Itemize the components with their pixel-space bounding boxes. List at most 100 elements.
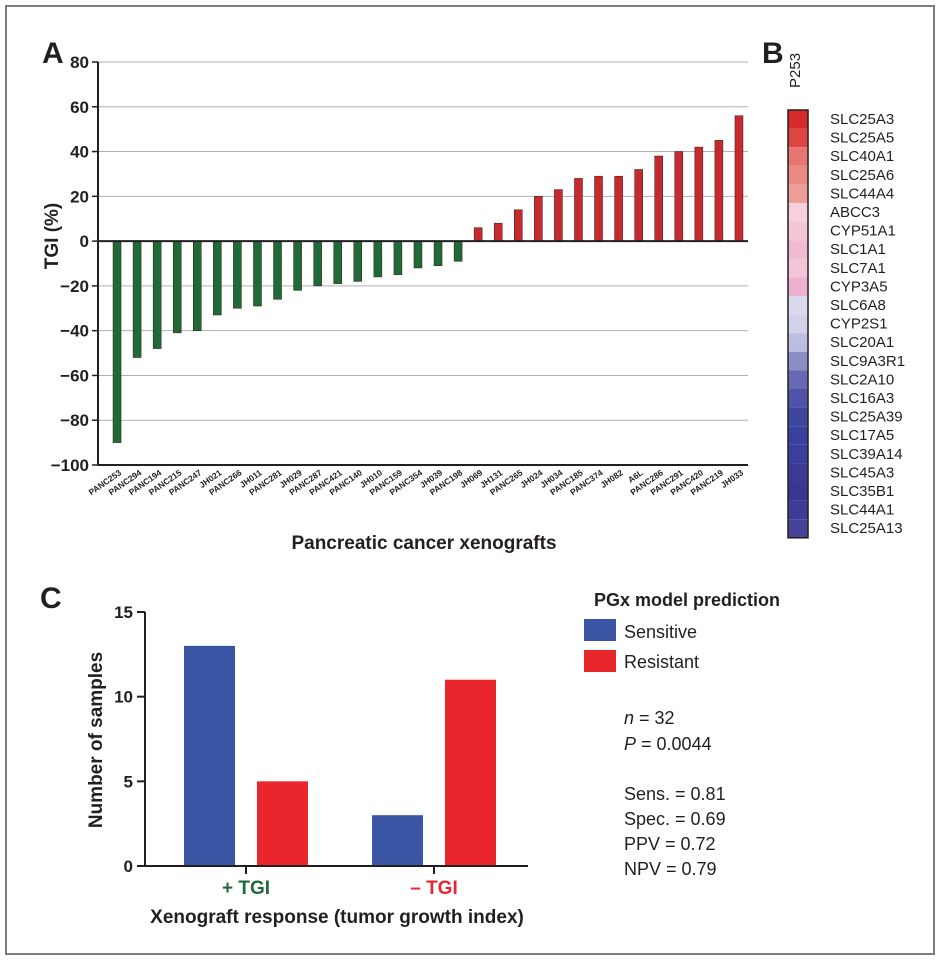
heatmap-gene-label: SLC39A14	[830, 446, 903, 463]
panel-c-x-tick-label: + TGI	[222, 878, 270, 899]
panel-a-bar	[453, 240, 463, 262]
panel-a-bar	[213, 240, 222, 316]
panel-a-bar	[393, 240, 403, 275]
heatmap-cell	[788, 165, 808, 185]
heatmap-column-label: P253	[787, 53, 804, 88]
panel-a-bar	[373, 240, 383, 278]
heatmap-gene-label: CYP2S1	[830, 316, 888, 333]
heatmap-gene-label: SLC17A5	[830, 427, 894, 444]
heatmap-cell	[788, 370, 808, 389]
panel-a-y-tick-label: −40	[60, 322, 89, 341]
panel-label-c: C	[40, 582, 62, 615]
panel-c-y-tick-label: 5	[124, 772, 133, 791]
heatmap-cell	[788, 258, 808, 278]
panel-a-bar	[433, 240, 443, 266]
stat-p: P = 0.0044	[624, 734, 712, 754]
heatmap-gene-label: SLC9A3R1	[830, 353, 905, 370]
heatmap-gene-label: SLC25A6	[830, 167, 894, 184]
panel-a-bar	[614, 175, 623, 242]
panel-a-x-tick-labels: PANC253PANC294PANC194PANC215PANC247JH021…	[87, 467, 746, 497]
panel-a-tgi-bar-chart: 80 60 40 20 0 −20 −40 −60 −80 −100 PANC253PANC294…	[42, 53, 748, 554]
statistics-block: n = 32 P = 0.0044 Sens. = 0.81 Spec. = 0…	[624, 708, 726, 879]
panel-a-y-tick-label: −100	[51, 456, 89, 475]
panel-a-bar	[493, 222, 503, 242]
panel-a-y-tick-label: −60	[60, 366, 89, 385]
legend-label-resistant: Resistant	[624, 652, 699, 672]
heatmap-cell	[788, 333, 808, 352]
heatmap-cell	[788, 147, 808, 166]
heatmap-gene-label: SLC20A1	[830, 334, 894, 351]
panel-a-bar	[333, 240, 342, 284]
panel-a-y-tick-label: 40	[70, 143, 89, 162]
panel-a-y-tick-labels: 80 60 40 20 0 −20 −40 −60 −80 −100	[51, 53, 89, 475]
heatmap-gene-label: SLC35B1	[830, 483, 894, 500]
panel-a-bar	[734, 115, 744, 242]
panel-a-bar	[273, 240, 282, 300]
heatmap-gene-label: SLC2A10	[830, 371, 894, 388]
heatmap-gene-label: CYP51A1	[830, 223, 896, 240]
panel-a-y-tick-label: −80	[60, 411, 89, 430]
panel-a-x-axis-label: Pancreatic cancer xenografts	[291, 533, 556, 554]
heatmap-cell	[788, 444, 808, 464]
panel-a-bar	[193, 240, 202, 331]
panel-a-bar	[233, 240, 242, 309]
heatmap-cell	[788, 519, 808, 538]
stat-specificity: Spec. = 0.69	[624, 809, 726, 829]
panel-c-y-tick-label: 10	[114, 688, 133, 707]
heatmap-cells	[787, 109, 809, 539]
panel-a-bar	[253, 240, 262, 307]
panel-c-bar	[184, 645, 235, 866]
panel-a-bar	[594, 175, 603, 242]
panel-c-bar	[257, 781, 308, 866]
heatmap-cell	[788, 351, 808, 371]
panel-a-y-tick-label: 0	[80, 232, 89, 251]
heatmap-border	[787, 109, 809, 539]
heatmap-gene-label: SLC7A1	[830, 260, 886, 277]
panel-a-x-tick-label: JH082	[598, 467, 624, 490]
stat-ppv: PPV = 0.72	[624, 834, 716, 854]
heatmap-gene-label: CYP3A5	[830, 278, 888, 295]
heatmap-cell	[788, 463, 808, 482]
heatmap-gene-label: SLC6A8	[830, 297, 886, 314]
panel-a-bar	[674, 151, 684, 242]
panel-a-bar	[473, 227, 483, 242]
panel-a-y-axis-label: TGI (%)	[42, 203, 63, 270]
panel-a-bar	[634, 169, 643, 242]
stat-npv: NPV = 0.79	[624, 859, 717, 879]
panel-c-y-tick-label: 0	[124, 857, 133, 876]
panel-a-x-tick-label: JH033	[719, 467, 745, 490]
panel-a-bar	[554, 189, 563, 242]
heatmap-cell	[788, 277, 808, 296]
panel-a-bar	[574, 178, 583, 242]
heatmap-cell	[788, 407, 808, 427]
panel-a-bar	[514, 209, 523, 242]
panel-c-bar-chart: 15 10 5 0 + TGI – TGI Number of samples Xeno…	[86, 603, 528, 928]
heatmap-cell	[788, 221, 808, 241]
heatmap-cell	[788, 128, 808, 148]
panel-c-bar	[372, 815, 423, 866]
heatmap-cell	[788, 426, 808, 445]
panel-a-bar	[714, 140, 724, 242]
heatmap-gene-label: SLC25A39	[830, 409, 903, 426]
panel-c-x-axis-label: Xenograft response (tumor growth index)	[150, 907, 524, 928]
heatmap-cell	[788, 314, 808, 334]
panel-c-bars	[184, 645, 496, 866]
heatmap-gene-label: SLC25A3	[830, 111, 894, 128]
heatmap-gene-label: SLC1A1	[830, 241, 886, 258]
heatmap-gene-label: ABCC3	[830, 204, 880, 221]
panel-c-axes	[137, 611, 528, 874]
heatmap-cell	[788, 240, 808, 259]
heatmap-gene-label: SLC16A3	[830, 390, 894, 407]
panel-a-bar	[353, 240, 363, 282]
panel-a-y-tick-label: 60	[70, 98, 89, 117]
legend-title: PGx model prediction	[594, 590, 780, 610]
heatmap-gene-label: SLC40A1	[830, 148, 894, 165]
heatmap-cell	[788, 500, 808, 520]
heatmap-gene-label: SLC25A13	[830, 520, 903, 537]
panel-a-axes	[92, 61, 748, 466]
panel-c-y-tick-label: 15	[114, 603, 133, 622]
panel-a-y-tick-label: 80	[70, 53, 89, 72]
panel-label-b: B	[762, 37, 784, 70]
panel-a-bar	[293, 240, 302, 291]
